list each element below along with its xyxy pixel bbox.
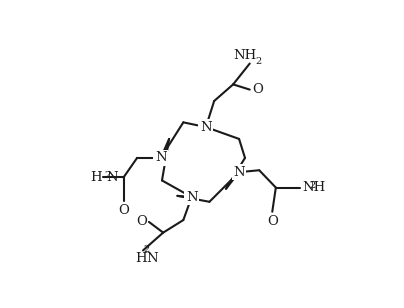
Text: O: O (252, 83, 263, 96)
Text: N: N (200, 120, 212, 134)
Text: 2: 2 (144, 245, 150, 254)
Text: O: O (136, 215, 147, 229)
Text: 2: 2 (104, 171, 110, 180)
Text: O: O (267, 215, 278, 228)
Text: N: N (155, 152, 166, 164)
Text: N: N (146, 252, 158, 265)
Text: N: N (106, 171, 118, 184)
Text: 2: 2 (256, 57, 262, 66)
Text: N: N (233, 166, 245, 179)
Text: H: H (135, 252, 147, 265)
Text: 2: 2 (309, 181, 316, 190)
Text: H: H (90, 171, 102, 184)
Text: NH: NH (234, 49, 257, 62)
Text: O: O (118, 204, 129, 217)
Text: NH: NH (302, 181, 325, 194)
Text: N: N (186, 191, 198, 204)
